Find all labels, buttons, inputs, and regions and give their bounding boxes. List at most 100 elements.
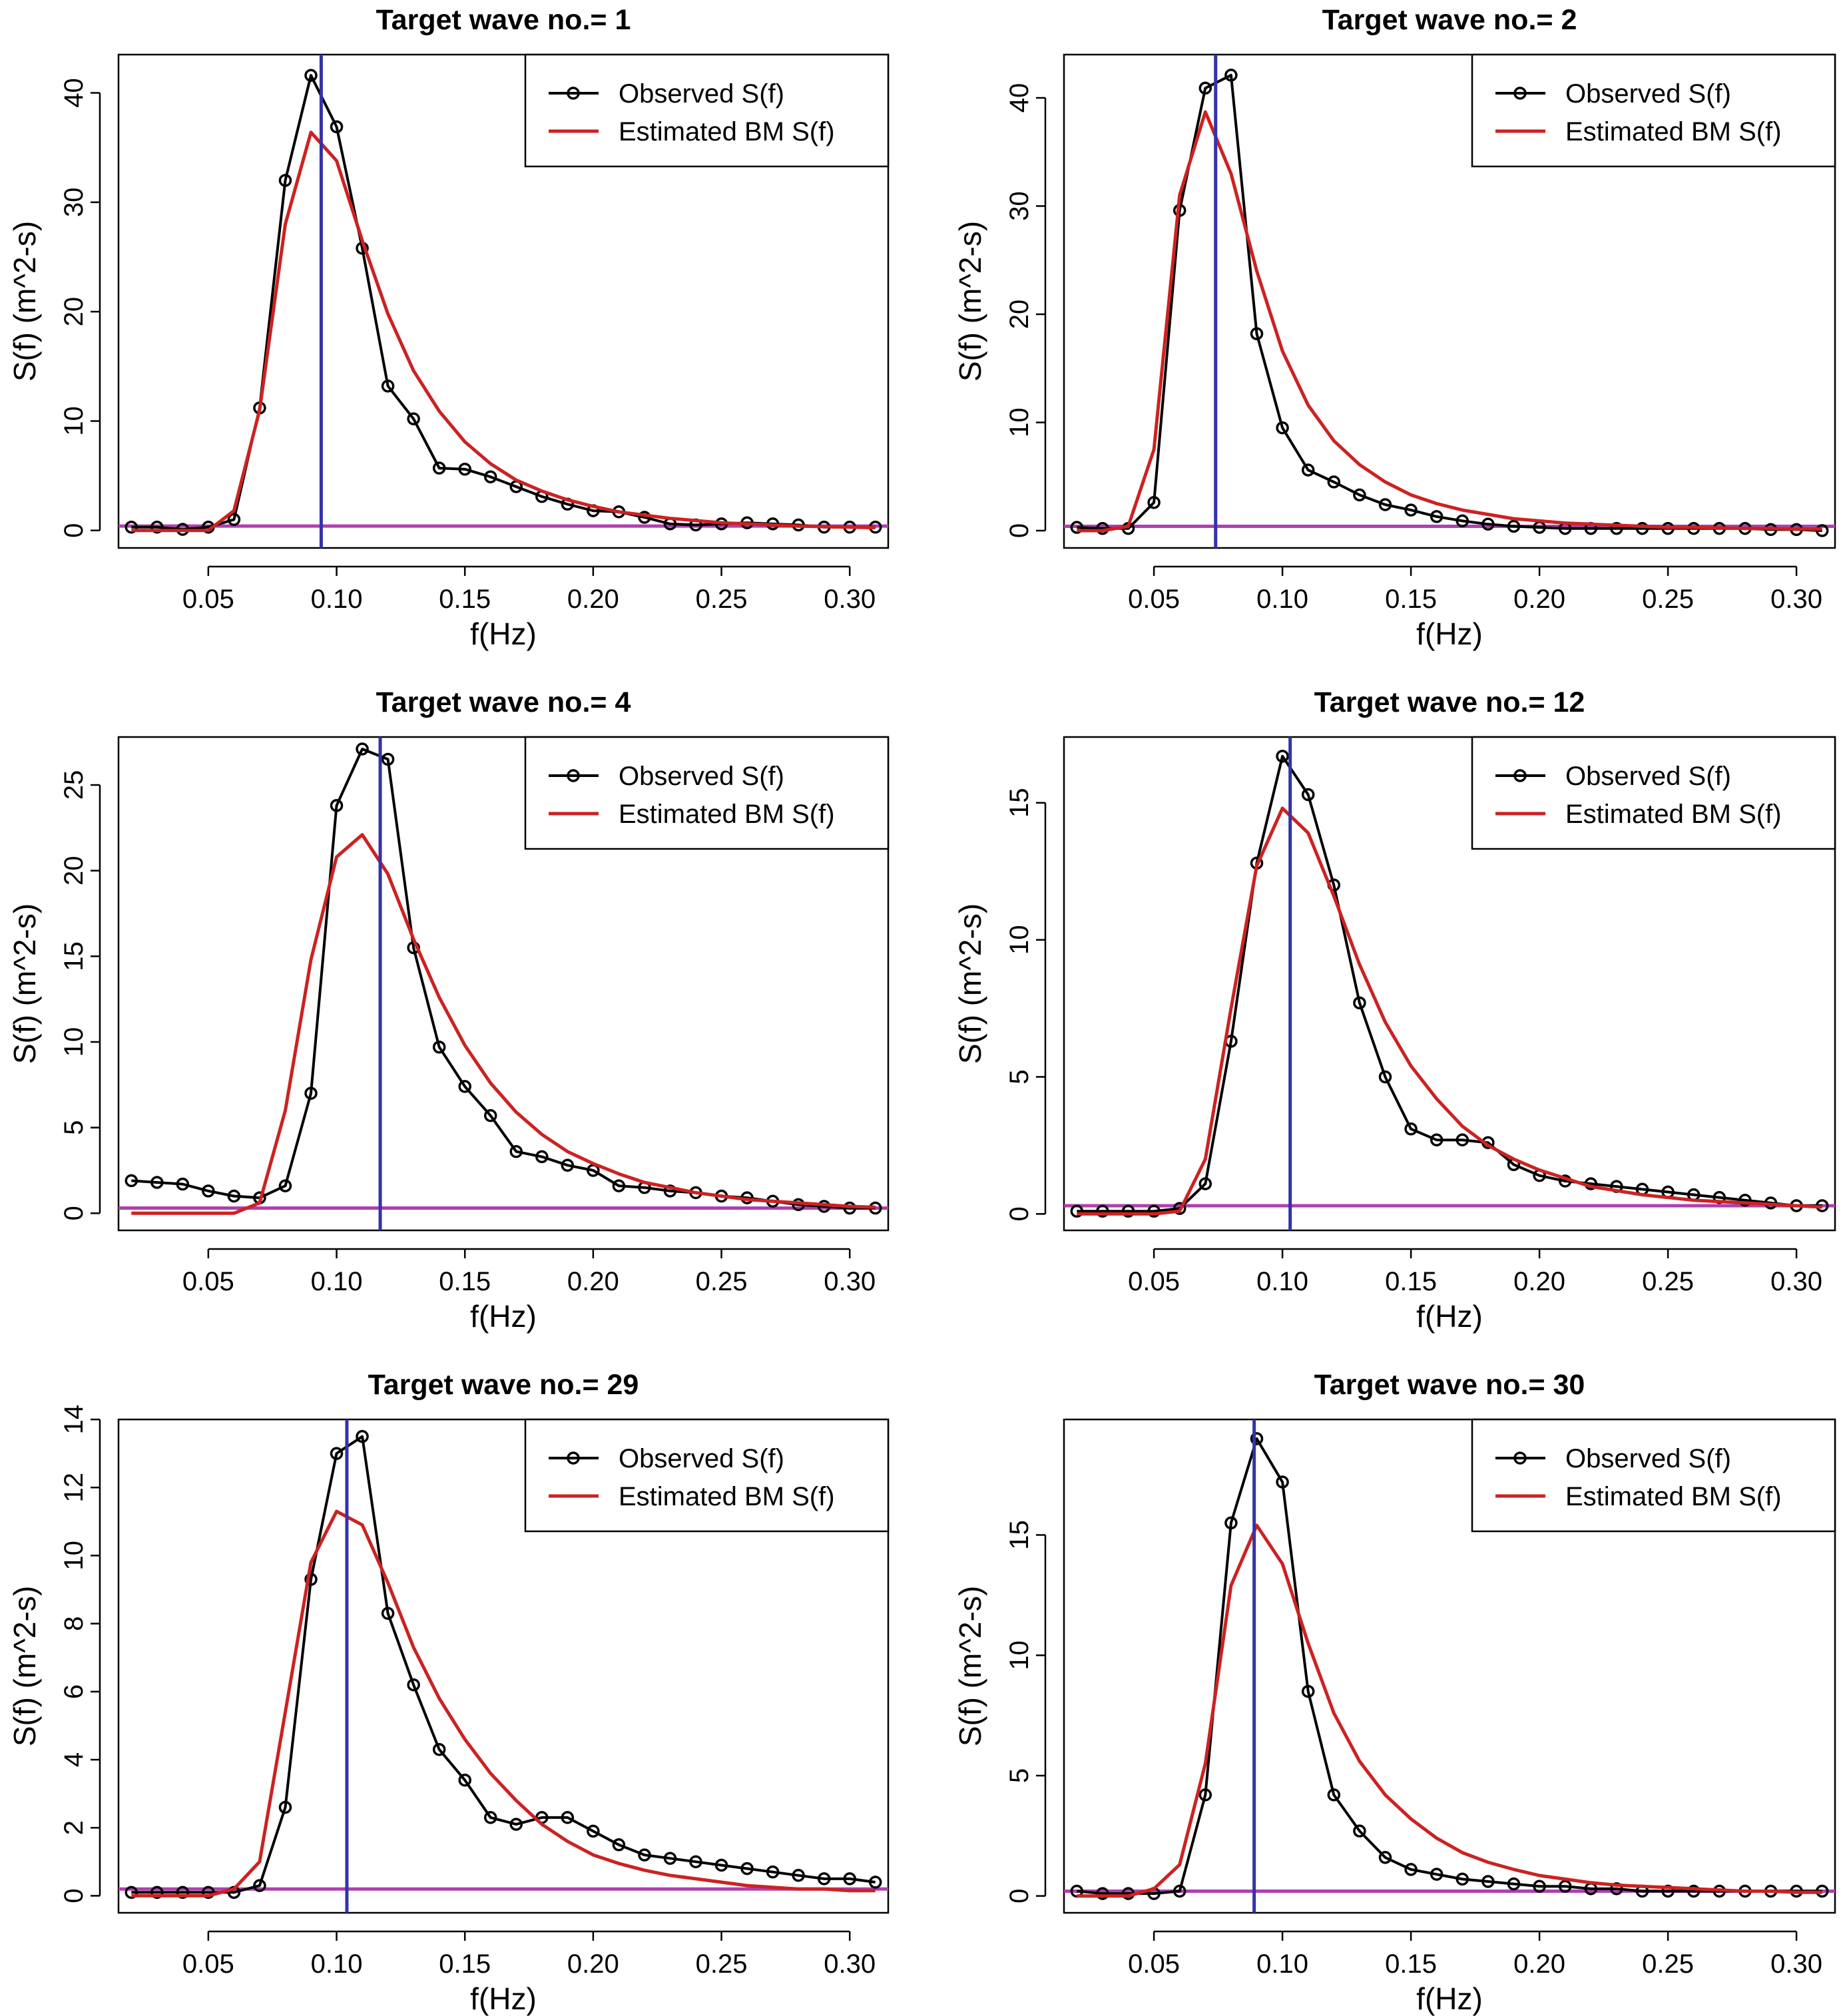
y-axis-label: S(f) (m^2-s) bbox=[7, 1586, 42, 1746]
observed-point bbox=[1430, 1868, 1444, 1881]
x-tick-label: 0.25 bbox=[1642, 585, 1694, 614]
y-tick-label: 0 bbox=[59, 523, 89, 538]
observed-point bbox=[304, 1087, 318, 1100]
observed-point bbox=[1198, 1177, 1212, 1190]
plot-frame bbox=[1063, 53, 1836, 549]
chart-title: Target wave no.= 30 bbox=[1314, 1369, 1585, 1401]
observed-point bbox=[1430, 1133, 1444, 1146]
y-tick-label: 8 bbox=[59, 1616, 89, 1631]
x-tick-label: 0.30 bbox=[824, 585, 876, 614]
observed-point bbox=[689, 1855, 702, 1869]
y-tick-label: 12 bbox=[59, 1473, 89, 1503]
observed-point bbox=[356, 1429, 369, 1443]
legend: Observed S(f) Estimated BM S(f) bbox=[1471, 1418, 1836, 1533]
chart-title: Target wave no.= 29 bbox=[368, 1369, 639, 1401]
x-tick-label: 0.25 bbox=[1642, 1267, 1694, 1296]
y-axis-label: S(f) (m^2-s) bbox=[953, 903, 987, 1064]
observed-point bbox=[432, 1742, 446, 1756]
observed-point bbox=[1558, 1880, 1572, 1893]
estimated-line bbox=[1077, 1523, 1822, 1898]
observed-point bbox=[1096, 1887, 1109, 1900]
legend-observed-label: Observed S(f) bbox=[1565, 1444, 1731, 1473]
x-tick-label: 0.25 bbox=[696, 1949, 748, 1979]
observed-point bbox=[407, 412, 420, 425]
y-tick-label: 15 bbox=[1005, 1520, 1034, 1550]
x-tick-label: 0.15 bbox=[439, 1949, 491, 1979]
legend-observed-label: Observed S(f) bbox=[1565, 762, 1731, 791]
x-tick-label: 0.05 bbox=[1128, 585, 1180, 614]
x-tick-label: 0.20 bbox=[1513, 585, 1565, 614]
x-axis-label: f(Hz) bbox=[1416, 1981, 1483, 2016]
x-tick-label: 0.05 bbox=[1128, 1267, 1180, 1296]
observed-point bbox=[1301, 1684, 1315, 1698]
observed-point bbox=[1096, 1204, 1109, 1218]
observed-point bbox=[1173, 1884, 1186, 1898]
observed-point bbox=[1455, 1133, 1469, 1146]
y-tick-label: 0 bbox=[1005, 1889, 1034, 1903]
y-tick-label: 30 bbox=[1005, 191, 1034, 221]
observed-point bbox=[227, 1189, 241, 1203]
y-tick-label: 0 bbox=[59, 1888, 89, 1903]
observed-point bbox=[1738, 1193, 1752, 1207]
observed-point bbox=[1455, 1872, 1469, 1886]
observed-point bbox=[1404, 503, 1418, 517]
observed-point bbox=[714, 1858, 728, 1872]
observed-point bbox=[509, 1818, 523, 1831]
x-axis-label: f(Hz) bbox=[470, 617, 537, 651]
observed-point bbox=[1481, 1875, 1495, 1888]
plot-frame bbox=[117, 736, 890, 1232]
legend: Observed S(f) Estimated BM S(f) bbox=[524, 736, 890, 850]
observed-point bbox=[868, 1876, 882, 1889]
observed-point bbox=[561, 1158, 575, 1172]
observed-point bbox=[740, 1862, 754, 1876]
observed-point bbox=[1070, 521, 1084, 534]
y-tick-label: 0 bbox=[1005, 523, 1034, 538]
plot-data bbox=[1064, 55, 1835, 548]
observed-point bbox=[535, 1150, 549, 1164]
chart-title: Target wave no.= 2 bbox=[1322, 4, 1577, 36]
observed-point bbox=[1198, 1788, 1212, 1802]
observed-point bbox=[1070, 1204, 1084, 1218]
estimated-line bbox=[1077, 110, 1822, 533]
observed-point bbox=[125, 1886, 138, 1899]
x-tick-label: 0.30 bbox=[1770, 1267, 1822, 1296]
observed-point bbox=[1481, 517, 1495, 531]
observed-point bbox=[1276, 1475, 1289, 1489]
observed-point bbox=[278, 174, 292, 187]
observed-point bbox=[1301, 788, 1315, 802]
observed-point bbox=[1121, 1204, 1135, 1218]
legend-observed-marker bbox=[1513, 769, 1527, 782]
legend-estimated-label: Estimated BM S(f) bbox=[1565, 1482, 1782, 1511]
observed-point bbox=[1327, 1788, 1341, 1802]
x-tick-label: 0.25 bbox=[696, 585, 748, 614]
x-tick-label: 0.25 bbox=[1642, 1949, 1694, 1979]
y-tick-label: 10 bbox=[1005, 1640, 1034, 1670]
legend-box bbox=[524, 1418, 890, 1533]
observed-point bbox=[381, 379, 395, 393]
observed-point bbox=[1610, 522, 1623, 535]
legend-box bbox=[524, 736, 890, 850]
observed-point bbox=[304, 69, 318, 82]
observed-point bbox=[1687, 1884, 1701, 1898]
chart-title: Target wave no.= 12 bbox=[1314, 686, 1585, 718]
y-axis-label: S(f) (m^2-s) bbox=[953, 1586, 987, 1746]
legend: Observed S(f) Estimated BM S(f) bbox=[524, 1418, 890, 1533]
legend-estimated-label: Estimated BM S(f) bbox=[619, 1482, 835, 1511]
y-tick-label: 10 bbox=[59, 1027, 89, 1057]
observed-point bbox=[176, 1886, 190, 1899]
y-tick-label: 20 bbox=[59, 856, 89, 885]
observed-point bbox=[202, 1184, 215, 1198]
x-tick-label: 0.30 bbox=[1770, 1949, 1822, 1979]
observed-point bbox=[483, 1109, 497, 1123]
observed-point bbox=[176, 1177, 190, 1191]
observed-point bbox=[1353, 996, 1366, 1010]
x-tick-label: 0.10 bbox=[311, 585, 363, 614]
x-tick-label: 0.10 bbox=[311, 1949, 363, 1979]
chart-panel-1: Target wave no.= 1 0.05 0.10 0.15 0.20 0.25 0.… bbox=[7, 4, 890, 651]
x-tick-label: 0.15 bbox=[1385, 1267, 1437, 1296]
y-tick-label: 2 bbox=[59, 1820, 89, 1835]
observed-point bbox=[1250, 327, 1264, 340]
legend-estimated-label: Estimated BM S(f) bbox=[1565, 117, 1782, 146]
y-tick-label: 10 bbox=[59, 406, 89, 436]
observed-point bbox=[638, 1848, 651, 1862]
